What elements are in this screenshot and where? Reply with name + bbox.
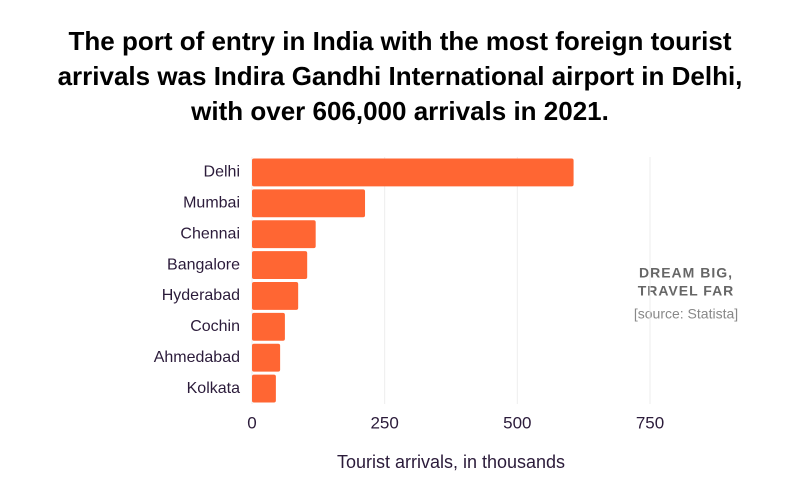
x-tick-label: 500 [503, 413, 531, 432]
bar [252, 251, 308, 279]
annotation: DREAM BIG, [639, 265, 733, 281]
y-tick-label: Delhi [204, 164, 240, 181]
chart-title: The port of entry in India with the most… [57, 26, 743, 126]
bar [252, 374, 276, 403]
annotation: TRAVEL FAR [638, 283, 735, 299]
bar [252, 282, 299, 310]
y-tick-label: Mumbai [183, 195, 240, 212]
x-tick-label: 750 [636, 413, 664, 432]
y-tick-label: Bangalore [167, 256, 240, 273]
bar [252, 220, 316, 249]
x-axis-label: Tourist arrivals, in thousands [337, 452, 565, 472]
y-tick-label: Ahmedabad [154, 349, 240, 366]
y-tick-label: Hyderabad [162, 287, 240, 304]
bar [252, 343, 281, 372]
y-tick-label: Cochin [190, 318, 240, 335]
y-tick-label: Kolkata [187, 380, 240, 397]
x-tick-label: 250 [370, 413, 398, 432]
bar [252, 189, 366, 218]
annotation: [source: Statista] [634, 306, 738, 322]
y-tick-label: Chennai [180, 225, 240, 242]
x-tick-label: 0 [247, 413, 256, 432]
bar [252, 312, 285, 341]
bar [252, 158, 574, 187]
